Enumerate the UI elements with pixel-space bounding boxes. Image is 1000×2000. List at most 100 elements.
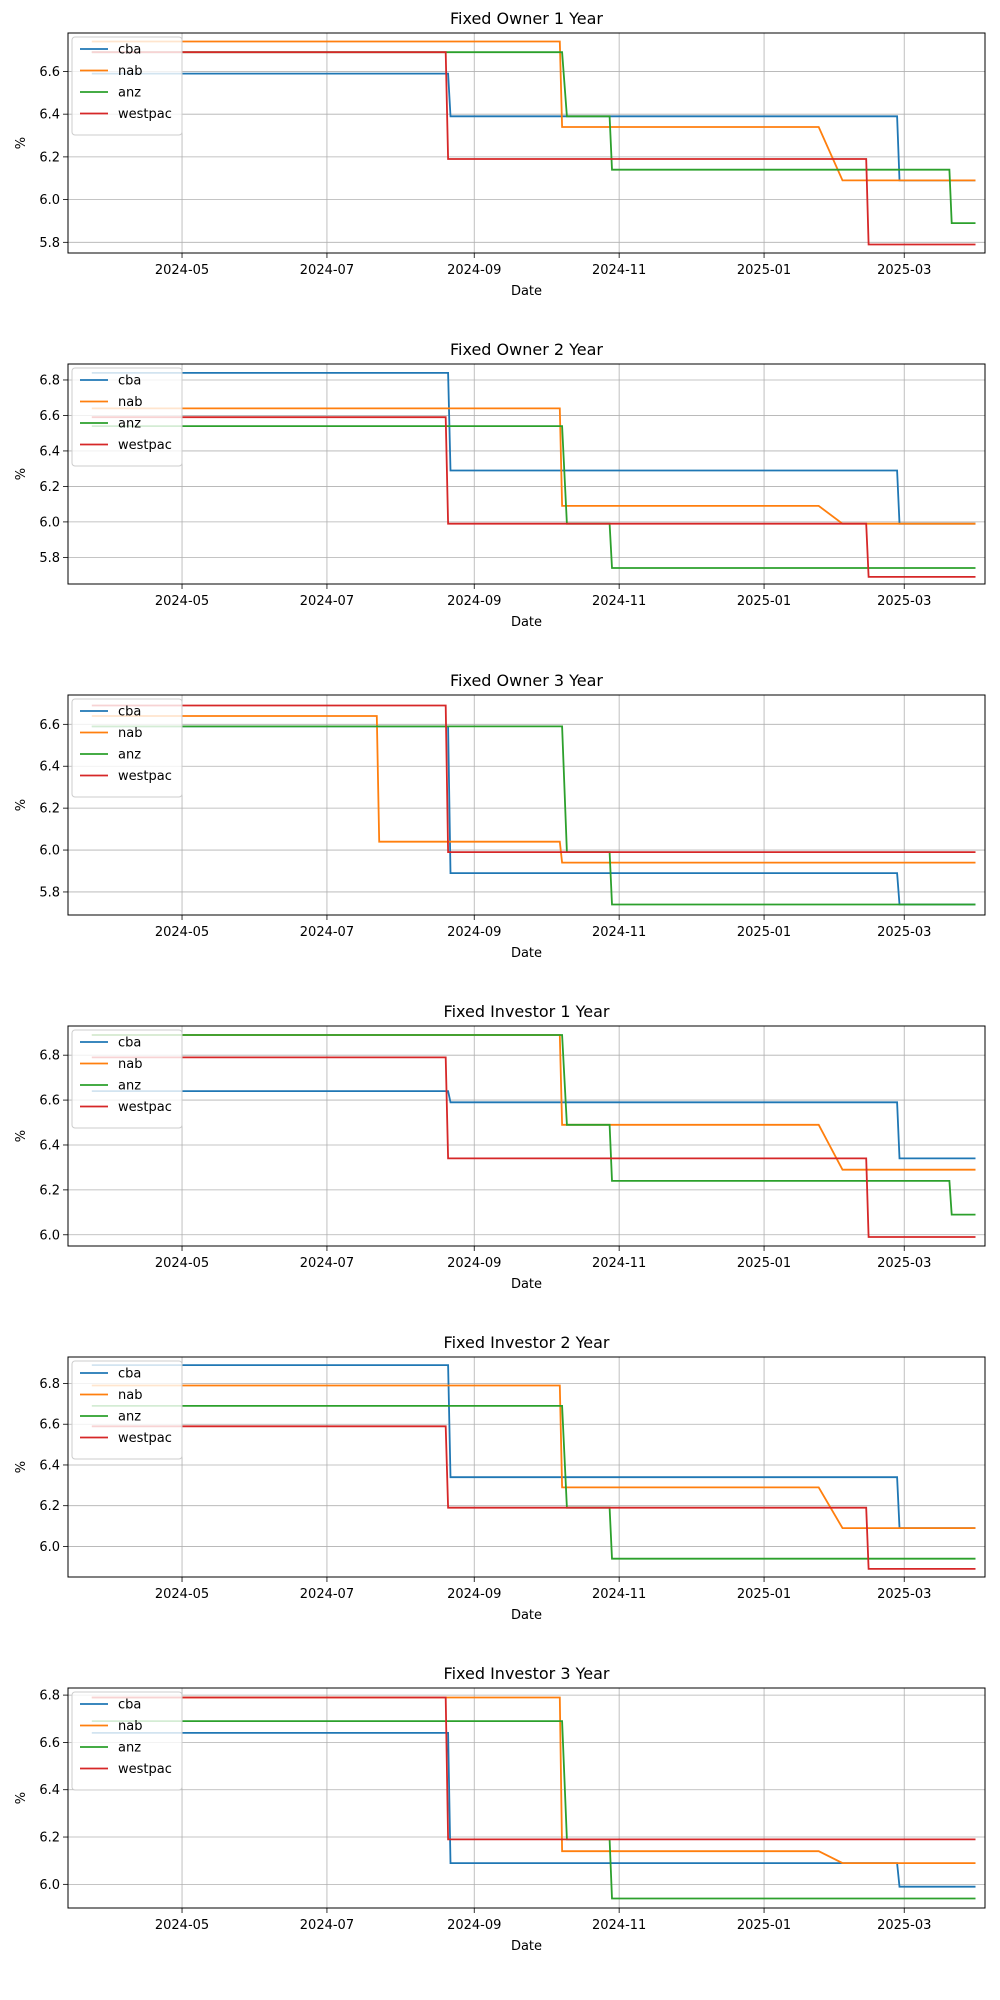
series-line-nab	[91, 1696, 976, 1865]
legend-label: nab	[118, 1057, 142, 1072]
series-line-anz	[91, 725, 976, 906]
legend-label: anz	[118, 417, 141, 432]
series-line-westpac	[91, 416, 976, 578]
x-tick-label: 2024-05	[155, 1587, 209, 1602]
y-tick-label: 6.2	[39, 1183, 60, 1198]
y-tick-label: 6.6	[39, 1418, 60, 1433]
y-tick-label: 6.6	[39, 1736, 60, 1751]
series-group	[91, 1696, 976, 1900]
x-tick-label: 2024-09	[447, 1256, 501, 1271]
x-axis-label: Date	[511, 1608, 542, 1623]
x-tick-label: 2024-09	[447, 1587, 501, 1602]
legend: cba nab anz westpac	[71, 1029, 183, 1129]
chart-panel: 2024-05 2024-07 2024-09 2024-11 2025-01 2025-…	[14, 340, 986, 630]
x-tick-label: 2024-09	[447, 594, 501, 609]
series-line-westpac	[91, 51, 976, 246]
x-tick-label: 2024-05	[155, 1256, 209, 1271]
legend-label: westpac	[118, 438, 172, 453]
x-axis-label: Date	[511, 284, 542, 299]
y-tick-label: 6.6	[39, 1094, 60, 1109]
series-line-anz	[91, 1034, 976, 1216]
x-tick-label: 2025-03	[877, 1256, 931, 1271]
series-line-anz	[91, 1405, 976, 1560]
x-tick-label: 2025-03	[877, 925, 931, 940]
y-axis-label: %	[14, 1792, 29, 1804]
y-tick-label: 6.6	[39, 718, 60, 733]
series-line-cba	[91, 72, 976, 182]
y-tick-label: 6.2	[39, 480, 60, 495]
series-line-westpac	[91, 1056, 976, 1238]
x-tick-label: 2024-05	[155, 594, 209, 609]
grid	[68, 695, 985, 915]
x-tick-label: 2024-09	[447, 925, 501, 940]
series-line-cba	[91, 372, 976, 525]
x-tick-label: 2024-11	[592, 1256, 646, 1271]
chart-title: Fixed Investor 1 Year	[444, 1002, 610, 1021]
y-tick-label: 6.8	[39, 373, 60, 388]
x-tick-label: 2024-07	[300, 594, 354, 609]
y-tick-label: 5.8	[39, 551, 60, 566]
y-tick-label: 6.4	[39, 1138, 60, 1153]
y-tick-label: 6.4	[39, 444, 60, 459]
legend-box	[71, 698, 183, 798]
y-tick-label: 6.0	[39, 844, 60, 859]
series-line-nab	[91, 715, 976, 864]
legend-label: anz	[118, 1410, 141, 1425]
x-tick-label: 2024-11	[592, 1587, 646, 1602]
y-tick-label: 6.0	[39, 515, 60, 530]
legend-label: nab	[118, 1719, 142, 1734]
chart-title: Fixed Investor 2 Year	[444, 1333, 610, 1352]
x-tick-label: 2025-01	[737, 1256, 791, 1271]
chart-panel: 2024-05 2024-07 2024-09 2024-11 2025-01 2025-…	[14, 9, 986, 299]
chart-panel: 2024-05 2024-07 2024-09 2024-11 2025-01 2025-…	[14, 1002, 986, 1292]
series-line-nab	[91, 40, 976, 182]
x-tick-label: 2024-07	[300, 263, 354, 278]
series-group	[91, 372, 976, 578]
series-line-cba	[91, 725, 976, 906]
legend-box	[71, 367, 183, 467]
chart-title: Fixed Owner 2 Year	[450, 340, 603, 359]
series-line-westpac	[91, 1425, 976, 1570]
legend-box	[71, 1360, 183, 1460]
x-tick-label: 2024-07	[300, 925, 354, 940]
legend-box	[71, 1029, 183, 1129]
series-line-anz	[91, 51, 976, 225]
legend-label: cba	[118, 1036, 141, 1051]
legend-label: anz	[118, 86, 141, 101]
x-axis-label: Date	[511, 615, 542, 630]
grid	[68, 1026, 985, 1246]
y-tick-label: 5.8	[39, 236, 60, 251]
chart-title: Fixed Owner 3 Year	[450, 671, 603, 690]
y-tick-label: 6.4	[39, 1458, 60, 1473]
x-tick-label: 2024-11	[592, 1918, 646, 1933]
chart-panel: 2024-05 2024-07 2024-09 2024-11 2025-01 2025-…	[14, 1664, 986, 1954]
series-group	[91, 1364, 976, 1570]
legend-label: westpac	[118, 1431, 172, 1446]
legend-label: cba	[118, 1698, 141, 1713]
y-tick-label: 6.0	[39, 1228, 60, 1243]
legend-label: westpac	[118, 1100, 172, 1115]
legend-label: nab	[118, 64, 142, 79]
grid	[68, 33, 985, 253]
legend-label: cba	[118, 1367, 141, 1382]
legend: cba nab anz westpac	[71, 36, 183, 136]
y-tick-label: 6.4	[39, 1783, 60, 1798]
y-axis-label: %	[14, 1461, 29, 1473]
x-tick-label: 2024-11	[592, 594, 646, 609]
chart-title: Fixed Owner 1 Year	[450, 9, 603, 28]
plot-frame	[67, 1025, 986, 1247]
legend-label: westpac	[118, 1762, 172, 1777]
legend-label: cba	[118, 374, 141, 389]
x-tick-label: 2025-03	[877, 1587, 931, 1602]
y-tick-label: 6.4	[39, 108, 60, 123]
x-tick-label: 2024-11	[592, 263, 646, 278]
x-tick-label: 2025-01	[737, 263, 791, 278]
y-tick-label: 6.6	[39, 409, 60, 424]
series-line-cba	[91, 1364, 976, 1530]
grid	[68, 1688, 985, 1908]
chart-panel: 2024-05 2024-07 2024-09 2024-11 2025-01 2025-…	[14, 1333, 986, 1623]
legend-label: cba	[118, 43, 141, 58]
series-group	[91, 704, 976, 906]
y-tick-label: 6.8	[39, 1689, 60, 1704]
